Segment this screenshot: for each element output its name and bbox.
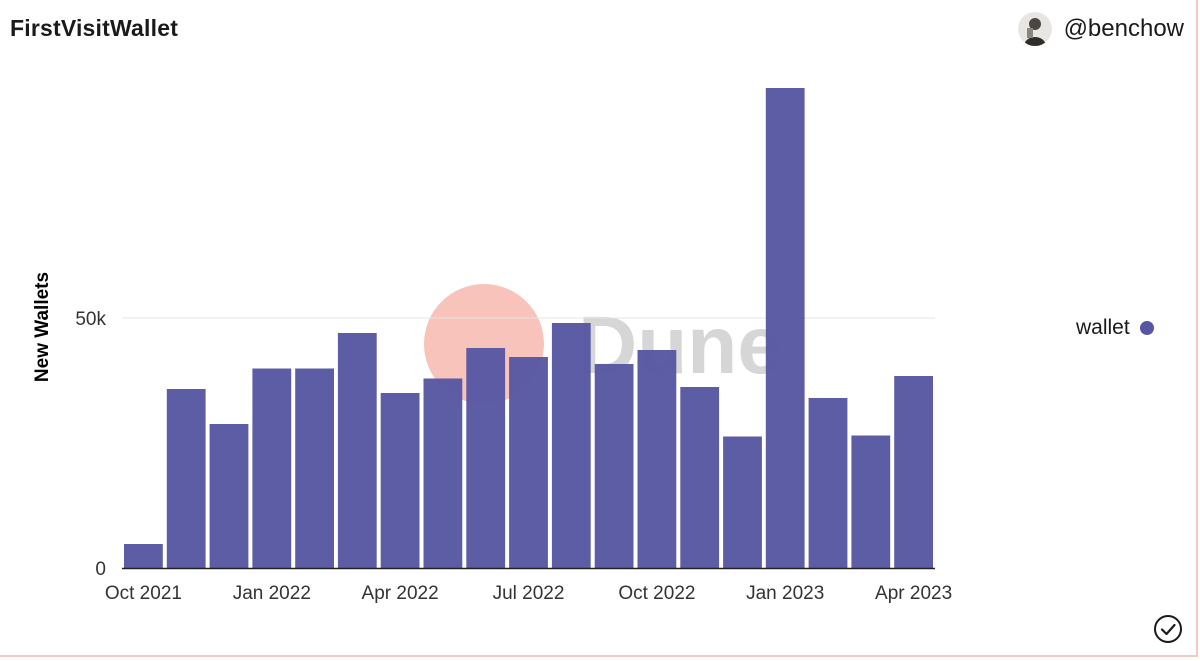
axes: 0 50k Oct 2021 Jan 2022 Apr 2022 Jul 2022 Oct … xyxy=(75,309,952,604)
x-tick-label: Jul 2022 xyxy=(493,583,565,604)
bar-2022-06[interactable] xyxy=(466,348,506,568)
bar-2023-03[interactable] xyxy=(851,435,891,569)
user-avatar[interactable] xyxy=(1017,12,1052,46)
check-circle-icon[interactable] xyxy=(1153,614,1183,644)
bar-2022-03[interactable] xyxy=(337,333,377,568)
legend[interactable]: wallet xyxy=(1076,316,1154,340)
x-tick-label: Apr 2023 xyxy=(875,583,952,604)
x-tick-label: Apr 2022 xyxy=(362,583,439,604)
bar-2022-04[interactable] xyxy=(380,393,420,568)
bar-2022-01[interactable] xyxy=(252,368,292,569)
bar-2023-01[interactable] xyxy=(765,88,805,568)
bar-2021-10[interactable] xyxy=(124,544,163,568)
chart-title: FirstVisitWallet xyxy=(10,15,179,41)
bar-2022-08[interactable] xyxy=(551,323,591,568)
bar-2022-07[interactable] xyxy=(509,357,548,568)
bar-2022-10[interactable] xyxy=(637,350,677,568)
legend-label: wallet xyxy=(1076,316,1130,339)
bar-2022-12[interactable] xyxy=(723,436,762,569)
circle-dot-icon xyxy=(1139,321,1154,335)
x-tick-label: Jan 2022 xyxy=(233,583,311,604)
bar-2022-05[interactable] xyxy=(423,378,463,569)
y-tick-label: 50k xyxy=(75,309,106,330)
author-badge[interactable]: @benchow xyxy=(1017,12,1184,46)
bar-2021-12[interactable] xyxy=(209,424,249,568)
y-tick-label: 0 xyxy=(95,559,106,580)
bar-2023-02[interactable] xyxy=(808,398,848,568)
x-tick-label: Jan 2023 xyxy=(746,583,824,604)
bar-2021-11[interactable] xyxy=(166,389,206,568)
bar-2022-11[interactable] xyxy=(680,387,720,568)
x-tick-label: Oct 2022 xyxy=(618,583,695,604)
y-axis-label: New Wallets xyxy=(32,272,53,382)
bar-2022-09[interactable] xyxy=(594,364,634,568)
bars-group xyxy=(124,88,933,568)
bar-2023-04[interactable] xyxy=(894,376,933,568)
author-handle[interactable]: @benchow xyxy=(1063,15,1184,42)
bar-2022-02[interactable] xyxy=(295,368,334,569)
x-tick-label: Oct 2021 xyxy=(105,583,182,604)
